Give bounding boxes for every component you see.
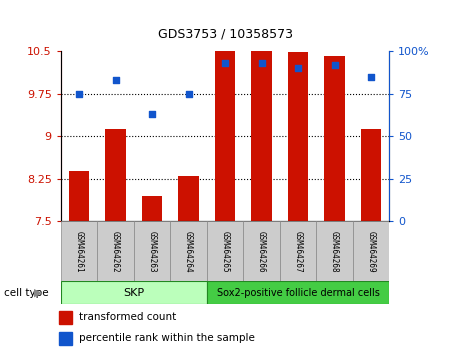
Text: SKP: SKP [123,288,144,298]
Text: GDS3753 / 10358573: GDS3753 / 10358573 [158,28,292,41]
Bar [280,221,316,281]
Text: ▶: ▶ [34,288,42,298]
Point [258,61,265,66]
Point [185,91,192,97]
Point [148,112,156,117]
Point [112,78,119,83]
Text: GSM464267: GSM464267 [293,230,302,272]
Bar [58,311,72,324]
Bar [207,221,243,281]
Bar [361,130,381,221]
Bar [61,281,207,304]
Bar [207,281,389,304]
Text: percentile rank within the sample: percentile rank within the sample [79,333,255,343]
Text: GSM464262: GSM464262 [111,230,120,272]
Bar [58,332,72,345]
Bar [61,221,97,281]
Bar [252,51,271,221]
Text: cell type: cell type [4,288,49,298]
Bar [134,221,170,281]
Bar [324,56,345,221]
Bar [142,196,162,221]
Bar [97,221,134,281]
Text: GSM464265: GSM464265 [220,230,230,272]
Point [367,74,374,80]
Text: Sox2-positive follicle dermal cells: Sox2-positive follicle dermal cells [216,288,379,298]
Point [76,91,83,97]
Bar [243,221,280,281]
Bar [179,176,198,221]
Bar [316,221,353,281]
Bar [288,52,308,221]
Text: transformed count: transformed count [79,312,176,322]
Text: GSM464264: GSM464264 [184,230,193,272]
Point [221,61,229,66]
Bar [69,171,89,221]
Point [331,62,338,68]
Bar [215,51,235,221]
Bar [353,221,389,281]
Text: GSM464269: GSM464269 [366,230,375,272]
Bar [170,221,207,281]
Text: GSM464263: GSM464263 [148,230,157,272]
Text: GSM464261: GSM464261 [75,230,84,272]
Text: GSM464268: GSM464268 [330,230,339,272]
Text: GSM464266: GSM464266 [257,230,266,272]
Point [294,65,302,71]
Bar [105,130,126,221]
